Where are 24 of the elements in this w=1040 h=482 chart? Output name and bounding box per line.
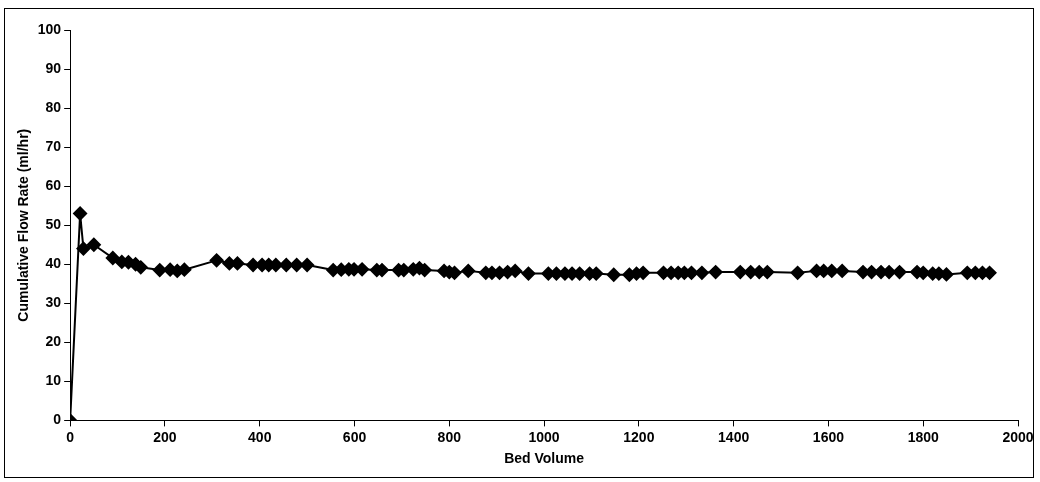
y-tick-label: 0: [53, 411, 62, 428]
y-tick-label: 90: [45, 59, 62, 76]
y-tick-label: 60: [45, 177, 62, 194]
x-tick-label: 600: [342, 428, 367, 445]
y-tick-label: 100: [37, 20, 62, 37]
x-tick-label: 800: [437, 428, 462, 445]
y-tick-label: 50: [45, 216, 62, 233]
x-tick-label: 1400: [718, 428, 750, 445]
x-tick-label: 2000: [1002, 428, 1034, 445]
x-tick-label: 1000: [528, 428, 560, 445]
x-tick-label: 200: [153, 428, 177, 445]
y-tick-label: 80: [45, 98, 62, 115]
x-axis-title: Bed Volume: [504, 450, 585, 467]
x-tick-label: 1200: [623, 428, 655, 445]
y-axis-title: Cumulative Flow Rate (ml/hr): [15, 128, 32, 322]
x-tick-label: 1800: [907, 428, 939, 445]
x-tick-label: 1600: [812, 428, 845, 445]
y-tick-label: 30: [45, 294, 62, 311]
x-tick-label: 0: [66, 428, 75, 445]
y-tick-label: 10: [45, 372, 62, 389]
y-tick-label: 20: [45, 333, 62, 350]
y-tick-label: 40: [45, 255, 62, 272]
y-tick-label: 70: [45, 137, 62, 154]
x-tick-label: 400: [248, 428, 272, 445]
